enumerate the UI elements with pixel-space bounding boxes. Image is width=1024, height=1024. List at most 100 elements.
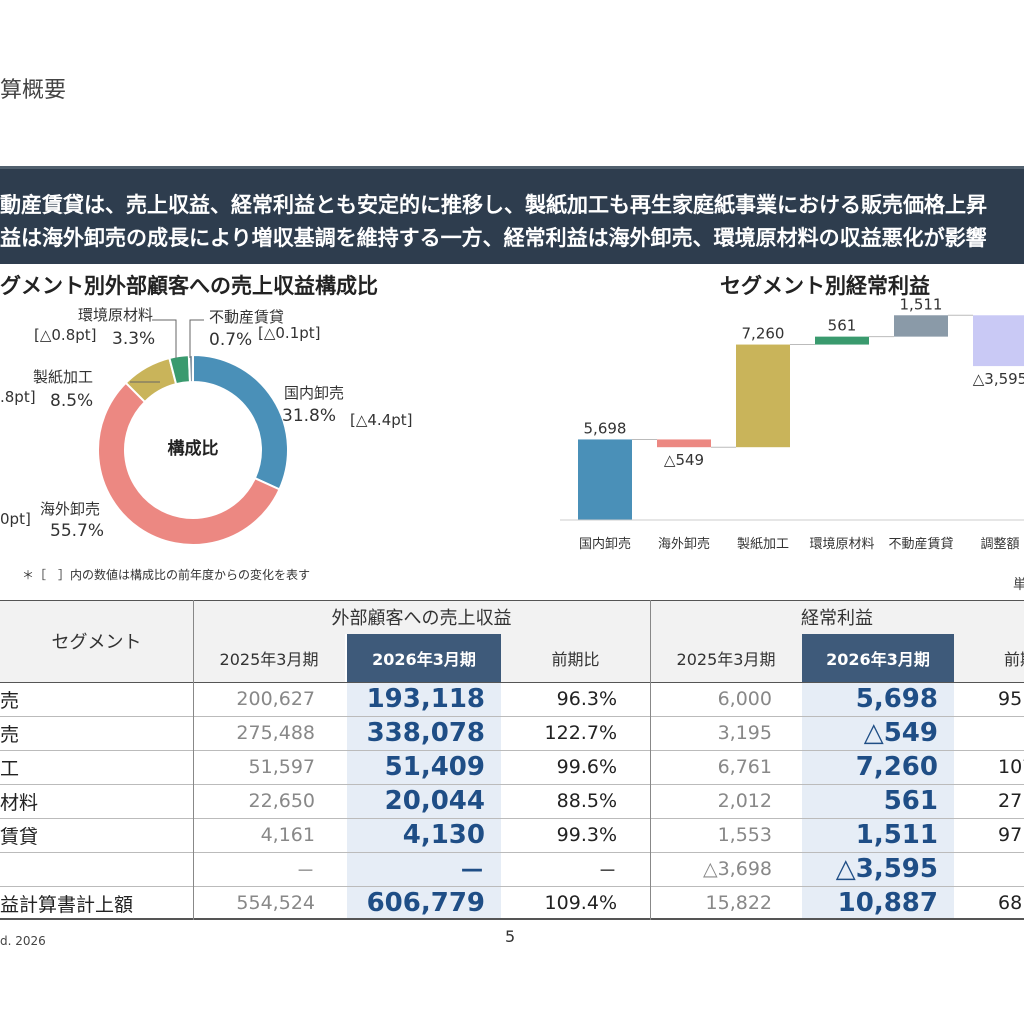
donut-slice-0 xyxy=(192,353,289,491)
table-cell-r-prev: 22,650 xyxy=(248,790,315,812)
unit-label: 単 xyxy=(1013,577,1024,593)
label-domestic-name: 国内卸売 xyxy=(284,384,344,402)
table-cell-r-curr: 193,118 xyxy=(366,684,485,714)
table-header-rev-prev: 2025年3月期 xyxy=(193,634,345,682)
table-cell-r-ratio: － xyxy=(597,859,617,882)
table-cell-r-prev: 200,627 xyxy=(236,688,315,710)
table-header-profit-ratio: 前期 xyxy=(954,634,1024,682)
table-header-profit-curr: 2026年3月期 xyxy=(802,634,954,682)
table-cell-p-ratio: 107 xyxy=(998,756,1024,778)
table-cell-r-ratio: 122.7% xyxy=(544,722,617,744)
table-cell-r-curr: 20,044 xyxy=(384,786,485,816)
table-cell-p-ratio: 27 xyxy=(998,790,1023,812)
table-cell-r-ratio: 109.4% xyxy=(544,892,617,914)
donut-section-title: グメント別外部顧客への売上収益構成比 xyxy=(0,274,378,298)
table-cell-p-prev: 3,195 xyxy=(717,722,772,744)
page-number: 5 xyxy=(505,927,516,946)
table-cell-r-curr: － xyxy=(458,856,485,887)
bar-section-title: セグメント別経常利益 xyxy=(720,274,930,298)
label-overseas-name: 海外卸売 xyxy=(40,500,100,518)
table-cell-seg: 売 xyxy=(0,723,20,746)
leader-line-env xyxy=(152,319,177,358)
category-label-5: 調整額 xyxy=(980,537,1019,552)
table-cell-p-curr: 10,887 xyxy=(837,888,938,918)
copyright: d. 2026 xyxy=(0,934,46,948)
table-cell-seg: 売 xyxy=(0,689,20,712)
table-cell-p-curr: 1,511 xyxy=(855,820,938,850)
donut-center-label: 構成比 xyxy=(168,438,219,459)
leader-line-realestate xyxy=(189,319,204,358)
bar-5 xyxy=(973,315,1024,367)
table-cell-r-curr: 338,078 xyxy=(366,718,485,748)
table-cell-p-ratio: 97 xyxy=(998,824,1023,846)
table-cell-seg: 工 xyxy=(0,757,20,780)
bar-value-label-3: 561 xyxy=(828,317,857,335)
bar-value-label-2: 7,260 xyxy=(742,325,785,343)
table-cell-r-ratio: 99.3% xyxy=(556,824,617,846)
table-cell-r-ratio: 88.5% xyxy=(556,790,617,812)
donut-slice-1 xyxy=(97,381,281,546)
table-cell-p-prev: 15,822 xyxy=(705,892,772,914)
table-cell-p-ratio xyxy=(954,852,1024,886)
bar-3 xyxy=(815,336,869,345)
label-paper-pct: 8.5% xyxy=(50,391,93,411)
table-cell-seg: 材料 xyxy=(0,791,39,814)
table-cell-r-ratio: 96.3% xyxy=(556,688,617,710)
table-cell-p-prev: 6,761 xyxy=(717,756,772,778)
table-cell-p-curr: 5,698 xyxy=(855,684,938,714)
table-cell-r-prev: 275,488 xyxy=(236,722,315,744)
segment-results-table: セグメント 外部顧客への売上収益 経常利益 2025年3月期 2026年3月期 … xyxy=(0,600,1024,920)
table-cell-r-prev: 554,524 xyxy=(236,892,315,914)
category-label-4: 不動産賃貸 xyxy=(888,536,953,552)
table-cell-p-prev: 1,553 xyxy=(717,824,772,846)
table-cell-r-prev: 51,597 xyxy=(248,756,315,778)
bar-value-label-4: 1,511 xyxy=(900,295,943,313)
table-header-rev-curr: 2026年3月期 xyxy=(347,634,501,682)
bar-value-label-5: △3,595 xyxy=(973,370,1024,388)
category-label-1: 海外卸売 xyxy=(658,536,710,552)
donut-footnote: ＊［ ］内の数値は構成比の前年度からの変化を表す xyxy=(22,568,311,582)
profit-waterfall-chart: 5,698 国内卸売 △549 海外卸売 7,260 製紙加工 561 環境原材料 1,511 不… xyxy=(560,295,1024,552)
table-header-rev-ratio: 前期比 xyxy=(501,634,650,682)
bar-4 xyxy=(894,315,948,337)
summary-banner: 動産賃貸は、売上収益、経常利益とも安定的に推移し、製紙加工も再生家庭紙事業におけ… xyxy=(0,166,1024,264)
bar-value-label-1: △549 xyxy=(664,451,704,469)
label-realestate-name: 不動産賃貸 xyxy=(209,308,284,326)
label-paper-name: 製紙加工 xyxy=(33,368,93,386)
bar-0 xyxy=(578,439,632,520)
donut-slice-4 xyxy=(187,353,194,384)
label-overseas-pct: 55.7% xyxy=(50,521,104,541)
label-realestate-pct: 0.7% xyxy=(209,330,252,350)
bar-value-label-0: 5,698 xyxy=(584,419,627,437)
table-header-revenue-group: 外部顧客への売上収益 xyxy=(193,600,650,634)
label-domestic-pct: 31.8% xyxy=(282,406,336,426)
bar-1 xyxy=(657,439,711,448)
label-paper-change: .8pt] xyxy=(0,388,36,406)
banner-line-2: 益は海外卸売の成長により増収基調を維持する一方、経常利益は海外卸売、環境原材料の… xyxy=(0,226,987,250)
table-cell-seg xyxy=(0,852,190,886)
table-cell-p-curr: 561 xyxy=(883,786,938,816)
table-cell-p-prev: 6,000 xyxy=(717,688,772,710)
table-cell-r-curr: 51,409 xyxy=(384,752,485,782)
table-header-segment: セグメント xyxy=(0,600,193,682)
table-cell-r-curr: 4,130 xyxy=(402,820,485,850)
table-cell-p-curr: 7,260 xyxy=(855,752,938,782)
table-cell-seg: 賃貸 xyxy=(0,825,39,848)
category-label-3: 環境原材料 xyxy=(809,537,874,552)
table-cell-r-prev: － xyxy=(295,859,315,882)
category-label-2: 製紙加工 xyxy=(737,537,789,552)
table-header-profit-group: 経常利益 xyxy=(650,600,1024,634)
composition-donut-chart: 構成比 環境原材料 [△0.8pt] 3.3% 不動産賃貸 0.7% [△0.1… xyxy=(0,306,413,546)
bar-2 xyxy=(736,344,790,448)
page-title: 算概要 xyxy=(0,78,67,103)
table-header-profit-prev: 2025年3月期 xyxy=(650,634,802,682)
table-cell-p-prev: △3,698 xyxy=(702,858,772,880)
label-overseas-change: 0pt] xyxy=(0,510,31,528)
label-env-change: [△0.8pt] xyxy=(34,326,97,344)
table-cell-p-ratio: 68 xyxy=(998,892,1023,914)
table-cell-r-curr: 606,779 xyxy=(366,888,485,918)
label-env-name: 環境原材料 xyxy=(78,306,153,324)
label-realestate-change: [△0.1pt] xyxy=(258,324,321,342)
label-domestic-change: [△4.4pt] xyxy=(350,411,413,429)
table-cell-p-curr: △549 xyxy=(863,718,938,748)
